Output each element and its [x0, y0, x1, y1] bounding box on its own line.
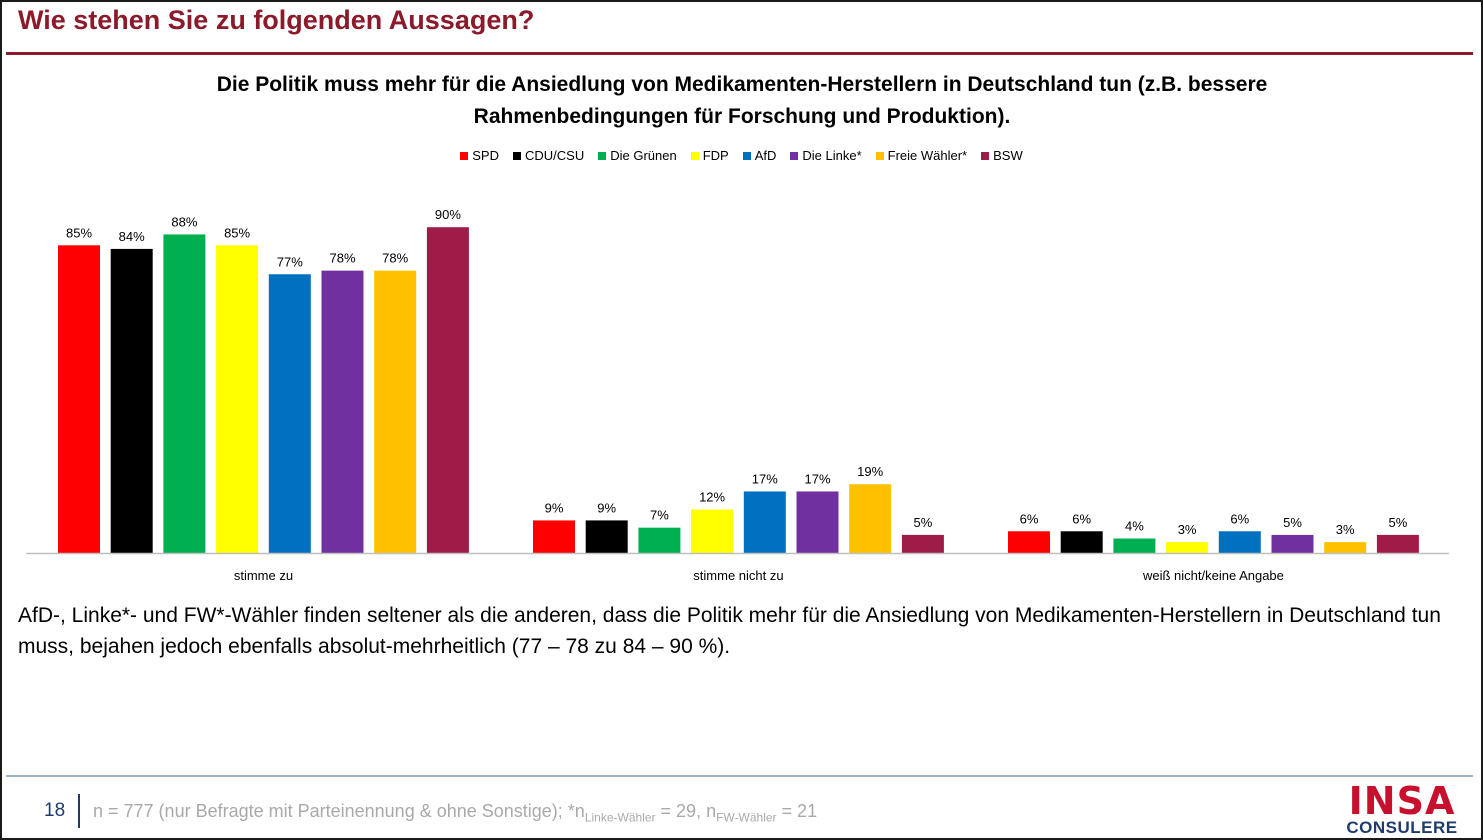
legend-item: SPD	[460, 148, 499, 163]
bar	[585, 520, 628, 553]
bar-value-label: 84%	[119, 229, 145, 244]
bar-value-label: 9%	[545, 500, 564, 515]
bar	[691, 509, 734, 553]
bar-value-label: 5%	[1389, 515, 1408, 530]
bar-value-label: 3%	[1336, 522, 1355, 537]
bar	[163, 234, 206, 553]
survey-question: Die Politik muss mehr für die Ansiedlung…	[142, 69, 1342, 133]
bar	[1376, 534, 1419, 553]
bar	[638, 527, 681, 553]
bar	[374, 270, 417, 553]
bar-value-label: 17%	[752, 471, 778, 486]
bar-value-label: 78%	[382, 251, 408, 266]
bar-value-label: 88%	[171, 214, 197, 229]
legend-label: FDP	[702, 148, 729, 163]
legend-label: BSW	[993, 148, 1023, 163]
bar-value-label: 7%	[650, 508, 669, 523]
category-label: weiß nicht/keine Angabe	[1142, 568, 1284, 583]
footer-divider	[6, 775, 1473, 777]
bar-value-label: 90%	[435, 207, 461, 222]
bar-value-label: 9%	[597, 500, 616, 515]
chart-legend: SPD CDU/CSU Die Grünen FDP AfD Die Linke* Frei…	[2, 148, 1481, 163]
legend-swatch	[981, 151, 990, 160]
legend-label: Die Linke*	[802, 148, 862, 163]
question-line-2: Rahmenbedingungen für Forschung und Prod…	[473, 105, 1011, 128]
legend-item: BSW	[981, 148, 1023, 163]
bar-value-label: 5%	[914, 515, 933, 530]
bar	[426, 227, 469, 553]
footnote-mid: = 29, n	[655, 801, 717, 821]
bar	[1166, 542, 1209, 553]
bar	[533, 520, 575, 553]
legend-swatch	[875, 151, 884, 160]
legend-item: CDU/CSU	[512, 148, 585, 163]
question-line-1: Die Politik muss mehr für die Ansiedlung…	[216, 73, 1268, 96]
bar	[849, 484, 892, 553]
legend-label: CDU/CSU	[524, 148, 585, 163]
page-number-divider	[78, 794, 80, 828]
bar-chart: 85% 84% 88% 85% 77% 78% 78% 90% stimme zu 9% 9% 7% 1…	[26, 207, 1449, 583]
footnote-main: n = 777 (nur Befragte mit Parteinennung …	[93, 801, 585, 821]
legend-item: Die Linke*	[790, 148, 862, 163]
bar-value-label: 85%	[66, 225, 92, 240]
logo-wordmark: INSA	[1348, 779, 1456, 823]
legend-item: FDP	[690, 148, 729, 163]
footnote-end: = 21	[776, 801, 818, 821]
bar-value-label: 5%	[1283, 515, 1302, 530]
bar	[110, 248, 153, 554]
legend-item: AfD	[742, 148, 777, 163]
legend-swatch	[598, 151, 607, 160]
bar-value-label: 6%	[1072, 511, 1091, 526]
summary-text: AfD-, Linke*- und FW*-Wähler finden selt…	[18, 604, 1441, 658]
bar	[743, 491, 786, 553]
footnote-sub-linke: Linke-Wähler	[584, 810, 656, 825]
title-divider	[6, 52, 1473, 55]
bar	[1218, 531, 1261, 553]
bar	[321, 270, 364, 553]
bar-value-label: 19%	[857, 464, 883, 479]
bar	[1008, 531, 1050, 553]
category-label: stimme nicht zu	[693, 568, 783, 583]
logo-subtitle: CONSULERE	[1346, 818, 1458, 837]
legend-label: SPD	[472, 148, 499, 163]
legend-swatch	[742, 151, 751, 160]
bar	[58, 245, 100, 554]
bar	[216, 245, 259, 554]
footnote-sub-fw: FW-Wähler	[716, 810, 777, 825]
bar-value-label: 6%	[1020, 511, 1039, 526]
bar-value-label: 78%	[329, 251, 355, 266]
legend-swatch	[790, 151, 799, 160]
bar-value-label: 17%	[804, 471, 830, 486]
legend-label: Die Grünen	[610, 148, 677, 163]
insa-logo: INSA CONSULERE	[1332, 779, 1472, 837]
legend-swatch	[512, 151, 521, 160]
bar	[1113, 538, 1156, 553]
bar	[1271, 534, 1314, 553]
bar	[1060, 531, 1103, 553]
bar-value-label: 4%	[1125, 519, 1144, 534]
page-number: 18	[44, 800, 66, 821]
bar	[1324, 542, 1367, 553]
bar-value-label: 85%	[224, 225, 250, 240]
bar-value-label: 6%	[1230, 511, 1249, 526]
bar	[796, 491, 839, 553]
slide-title: Wie stehen Sie zu folgenden Aussagen?	[18, 5, 535, 35]
legend-item: Die Grünen	[598, 148, 677, 163]
sample-footnote: n = 777 (nur Befragte mit Parteinennung …	[93, 801, 817, 825]
bar-value-label: 3%	[1178, 522, 1197, 537]
bar	[268, 274, 311, 553]
bar	[901, 534, 944, 553]
legend-item: Freie Wähler*	[875, 148, 968, 163]
bar-value-label: 12%	[699, 490, 725, 505]
category-label: stimme zu	[234, 568, 293, 583]
legend-swatch	[460, 151, 469, 160]
legend-swatch	[690, 151, 699, 160]
legend-label: AfD	[754, 148, 777, 163]
legend-label: Freie Wähler*	[887, 148, 968, 163]
bar-value-label: 77%	[277, 254, 303, 269]
